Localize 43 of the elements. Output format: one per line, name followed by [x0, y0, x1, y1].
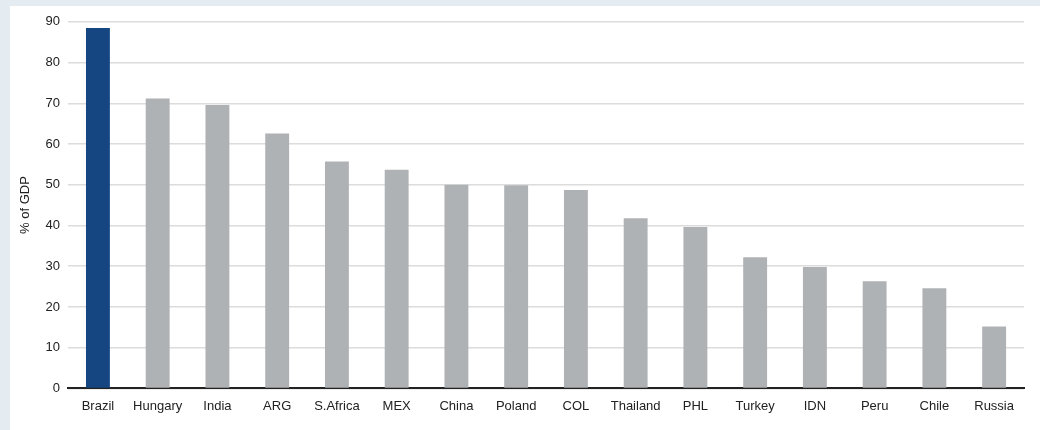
x-tick-label: IDN — [803, 397, 827, 413]
x-tick-label: Poland — [495, 397, 537, 413]
bar — [265, 133, 290, 388]
bar — [85, 27, 110, 388]
y-tick-label: 30 — [45, 257, 61, 273]
x-tick-label: Brazil — [81, 397, 115, 413]
x-tick-label: Chile — [919, 397, 950, 413]
y-tick-label: 70 — [45, 94, 61, 110]
bar — [563, 190, 588, 388]
bar — [384, 169, 409, 388]
bar — [683, 227, 708, 388]
bar — [982, 326, 1007, 388]
bar — [802, 267, 827, 388]
bar — [504, 185, 529, 388]
x-tick-label: Thailand — [610, 397, 661, 413]
y-axis-title: % of GDP — [17, 176, 33, 234]
x-tick-label: PHL — [682, 397, 709, 413]
x-tick-label: Russia — [974, 397, 1015, 413]
x-tick-label: Hungary — [133, 397, 183, 413]
y-tick-label: 90 — [45, 13, 61, 29]
y-tick-label: 80 — [45, 54, 61, 70]
y-tick-label: 20 — [45, 298, 61, 314]
bar — [862, 281, 887, 388]
y-tick-label: 50 — [45, 176, 61, 192]
bar — [444, 184, 469, 388]
x-tick-label: ARG — [263, 397, 292, 413]
x-tick-label: MEX — [382, 397, 412, 413]
y-tick-label: 10 — [45, 339, 61, 355]
bar — [145, 98, 170, 388]
y-tick-label: 40 — [45, 217, 61, 233]
bar — [205, 104, 230, 388]
x-tick-label: Peru — [860, 397, 889, 413]
y-tick-label: 60 — [45, 135, 61, 151]
x-tick-label: China — [439, 397, 475, 413]
x-tick-label: COL — [562, 397, 590, 413]
bar — [623, 218, 648, 388]
bar — [743, 257, 768, 388]
bar — [324, 161, 349, 388]
bar — [922, 288, 947, 388]
y-tick-label: 0 — [52, 379, 61, 395]
x-tick-label: S.Africa — [314, 397, 361, 413]
x-tick-label: Turkey — [735, 397, 776, 413]
x-tick-label: India — [203, 397, 233, 413]
